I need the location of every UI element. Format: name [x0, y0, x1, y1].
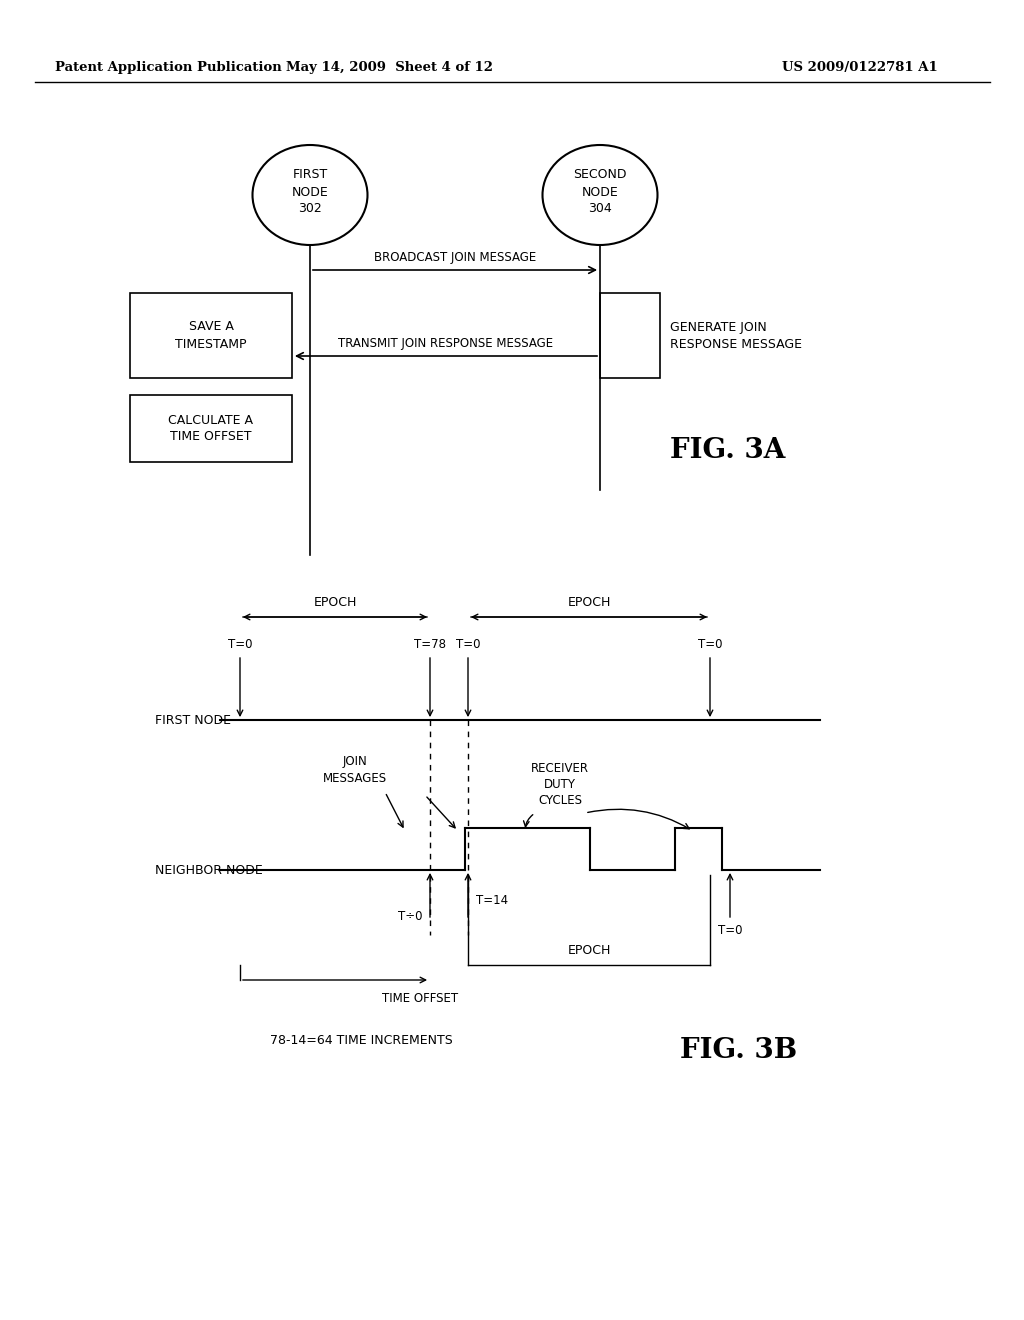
- Text: Patent Application Publication: Patent Application Publication: [55, 62, 282, 74]
- Text: RECEIVER
DUTY
CYCLES: RECEIVER DUTY CYCLES: [531, 763, 589, 808]
- Text: May 14, 2009  Sheet 4 of 12: May 14, 2009 Sheet 4 of 12: [287, 62, 494, 74]
- Text: SECOND
NODE
304: SECOND NODE 304: [573, 169, 627, 215]
- Text: GENERATE JOIN
RESPONSE MESSAGE: GENERATE JOIN RESPONSE MESSAGE: [670, 321, 802, 351]
- Text: US 2009/0122781 A1: US 2009/0122781 A1: [782, 62, 938, 74]
- Text: FIG. 3A: FIG. 3A: [670, 437, 785, 463]
- Text: EPOCH: EPOCH: [313, 597, 356, 610]
- Text: FIRST NODE: FIRST NODE: [155, 714, 231, 726]
- Text: CALCULATE A
TIME OFFSET: CALCULATE A TIME OFFSET: [169, 413, 254, 444]
- Text: EPOCH: EPOCH: [567, 945, 610, 957]
- Text: FIG. 3B: FIG. 3B: [680, 1036, 797, 1064]
- Text: T=0: T=0: [718, 924, 742, 936]
- Text: FIRST
NODE
302: FIRST NODE 302: [292, 169, 329, 215]
- Text: T=0: T=0: [456, 639, 480, 652]
- Text: T=78: T=78: [414, 639, 446, 652]
- Text: TIME OFFSET: TIME OFFSET: [382, 991, 458, 1005]
- Text: 78-14=64 TIME INCREMENTS: 78-14=64 TIME INCREMENTS: [270, 1034, 453, 1047]
- Text: T=0: T=0: [697, 639, 722, 652]
- Text: T÷0: T÷0: [397, 911, 422, 924]
- Text: TRANSMIT JOIN RESPONSE MESSAGE: TRANSMIT JOIN RESPONSE MESSAGE: [339, 338, 554, 351]
- Text: JOIN
MESSAGES: JOIN MESSAGES: [323, 755, 387, 784]
- Text: BROADCAST JOIN MESSAGE: BROADCAST JOIN MESSAGE: [374, 252, 537, 264]
- Text: SAVE A
TIMESTAMP: SAVE A TIMESTAMP: [175, 321, 247, 351]
- Text: T=14: T=14: [476, 894, 508, 907]
- Text: EPOCH: EPOCH: [567, 597, 610, 610]
- Text: T=0: T=0: [227, 639, 252, 652]
- Text: NEIGHBOR NODE: NEIGHBOR NODE: [155, 863, 263, 876]
